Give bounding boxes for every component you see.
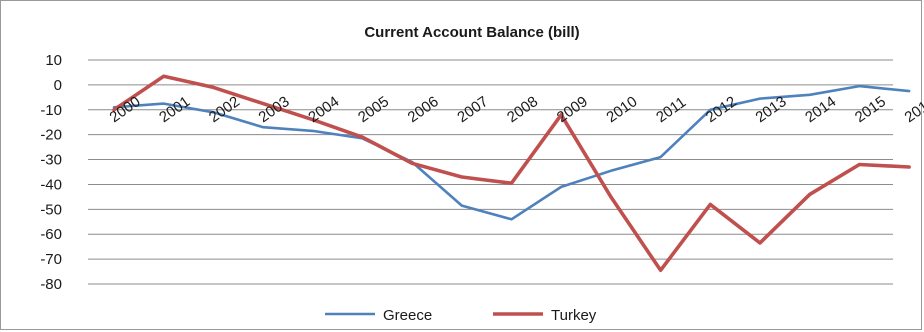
y-tick-label: -20: [40, 127, 62, 144]
x-tick-label: 2012: [703, 93, 740, 126]
y-tick-label: -40: [40, 176, 62, 193]
series-lines: [112, 74, 911, 273]
y-tick-label: -10: [40, 102, 62, 119]
x-tick-label: 2014: [802, 93, 839, 126]
x-tick-label: 2008: [504, 93, 541, 126]
legend-label-greece: Greece: [383, 307, 432, 324]
series-line-greece: [112, 84, 911, 221]
legend-label-turkey: Turkey: [551, 307, 597, 324]
x-tick-label: 2010: [603, 93, 640, 126]
y-tick-label: 10: [45, 52, 62, 69]
x-tick-label: 2006: [405, 93, 442, 126]
y-tick-label: -70: [40, 251, 62, 268]
series-line-turkey: [112, 74, 911, 273]
x-tick-label: 2002: [206, 93, 243, 126]
x-tick-label: 2001: [156, 93, 193, 126]
y-tick-label: -30: [40, 152, 62, 169]
x-tick-label: 2004: [305, 93, 342, 126]
chart-title: Current Account Balance (bill): [364, 24, 579, 41]
y-tick-label: 0: [54, 77, 62, 94]
y-tick-label: -50: [40, 201, 62, 218]
x-tick-label: 2016: [902, 93, 924, 126]
legend: Greece Turkey: [325, 307, 597, 324]
y-axis-tick-labels: 10 0 -10 -20 -30 -40 -50 -60 -70 -80: [40, 52, 62, 293]
y-tick-label: -60: [40, 226, 62, 243]
gridlines: [88, 59, 893, 285]
x-tick-label: 2003: [256, 93, 293, 126]
x-tick-label: 2000: [107, 93, 144, 126]
x-tick-label: 2015: [852, 93, 889, 126]
x-tick-label: 2007: [454, 93, 491, 126]
y-tick-label: -80: [40, 276, 62, 293]
x-tick-label: 2009: [554, 93, 591, 126]
x-tick-label: 2005: [355, 93, 392, 126]
x-tick-label: 2011: [653, 94, 689, 126]
